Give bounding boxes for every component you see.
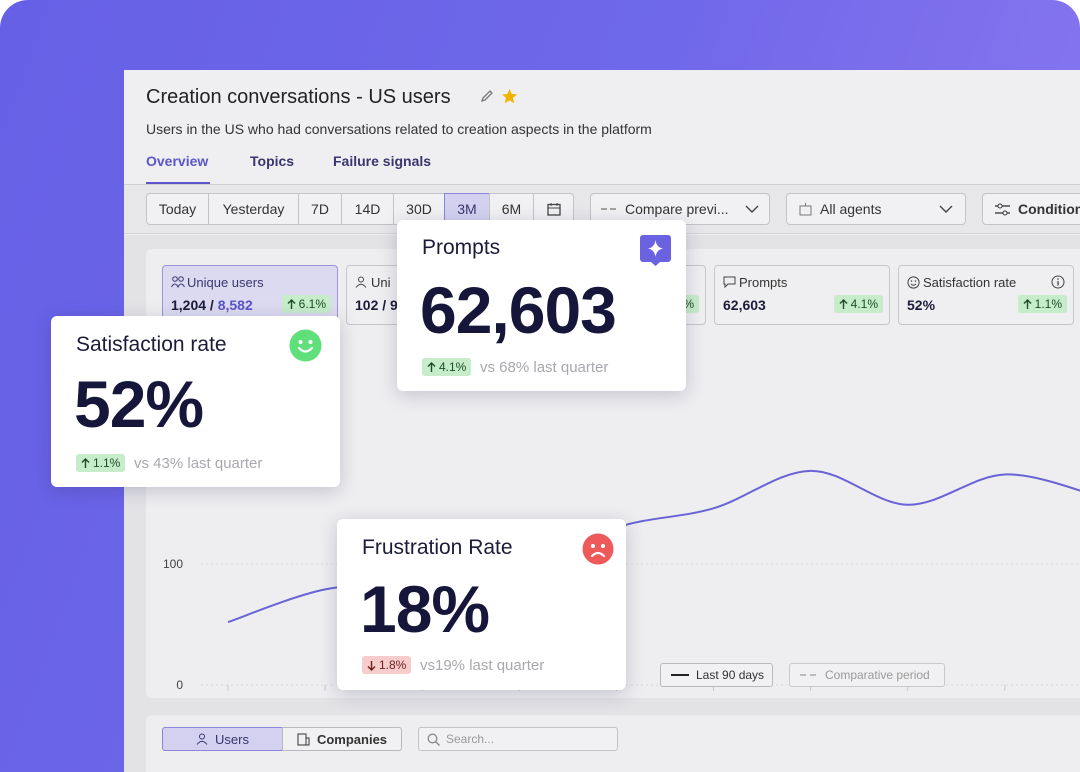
agents-dropdown[interactable]: All agents [786,193,966,225]
segment-button[interactable]: Users [162,727,283,751]
tile-value-number: 1,204 [171,297,207,313]
time-filter[interactable]: 6M [489,193,534,225]
tile-change-value: 6.1% [298,297,326,311]
compare-label: Compare previ... [625,201,729,217]
tile-label: Uni [371,275,391,290]
card-value: 52% [74,367,204,441]
tab[interactable]: Overview [146,153,209,169]
segment-button[interactable]: Companies [282,727,402,751]
time-filter[interactable]: 14D [341,193,394,225]
conditions-button[interactable]: Condition [982,193,1080,225]
tile-change-value: 1.1% [1034,297,1062,311]
legend-label: Comparative period [825,668,930,682]
search-input[interactable]: Search... [418,727,618,751]
tile-value: 1,204 / 8,582 [171,297,253,313]
segment-label: Users [215,731,249,747]
card-title: Satisfaction rate [76,333,227,356]
description: Users in the US who had conversations re… [146,121,652,137]
happy-icon [289,329,322,362]
y-tick-label: 0 [176,678,183,692]
tile-value: 102 / 9 [355,297,398,313]
tile-change-value: % [683,297,694,311]
card-value: 18% [360,572,490,646]
metric-tile[interactable]: Unique users 1,204 / 8,582 6.1% [162,265,338,325]
tile-label: Satisfaction rate [923,275,1017,290]
tile-change: 1.1% [1017,295,1067,315]
agents-label: All agents [820,201,882,217]
time-filter[interactable]: 30D [393,193,445,225]
card-change-value: 1.8% [379,658,407,672]
tile-label: Unique users [187,275,264,290]
time-filter-selected[interactable]: 3M [444,193,490,225]
tile-change: 4.1% [833,295,883,315]
tab[interactable]: Failure signals [333,153,432,169]
prompts-card: Prompts 62,603 4.1% vs 68% last quarter [397,220,686,391]
time-filter[interactable]: 7D [298,193,342,225]
tile-value: 52% [907,297,936,313]
star-icon[interactable] [501,88,518,105]
card-title: Prompts [422,236,501,259]
card-change: 1.1% [76,454,126,474]
card-comparison: vs 68% last quarter [480,359,609,376]
card-change-value: 4.1% [439,360,467,374]
card-change-value: 1.1% [93,456,121,470]
legend-item[interactable]: Last 90 days [660,663,773,687]
title: Creation conversations - US users [146,86,451,108]
tab[interactable]: Topics [250,153,295,169]
satisfaction-card: Satisfaction rate 52% 1.1% vs 43% last q… [51,316,340,487]
conditions-label: Condition [1018,201,1080,217]
segment-label: Companies [316,731,388,747]
tile-change: 6.1% [281,295,331,315]
tile-total: 8,582 [217,297,253,313]
legend-label: Last 90 days [696,668,765,682]
legend-item[interactable]: Comparative period [789,663,945,687]
search-placeholder: Search... [446,732,495,746]
tile-label: Prompts [739,275,788,290]
card-change: 1.8% [362,656,412,676]
card-title: Frustration Rate [362,536,513,559]
card-comparison: vs 43% last quarter [134,455,263,472]
metric-tile[interactable]: Prompts 62,603 4.1% [714,265,890,325]
sparkle-icon [640,235,671,266]
card-change: 4.1% [422,358,472,378]
time-filter[interactable]: Today [146,193,209,225]
time-filter[interactable]: Yesterday [208,193,299,225]
edit-icon[interactable] [479,88,495,104]
calendar-button[interactable] [533,193,574,225]
tab-underline [146,182,210,184]
header [124,70,1080,184]
tile-change-value: 4.1% [850,297,878,311]
card-comparison: vs19% last quarter [420,657,545,674]
frustration-card: Frustration Rate 18% 1.8% vs19% last qua… [337,519,626,690]
metric-tile[interactable]: Satisfaction rate 52% 1.1% [898,265,1074,325]
tile-value: 62,603 [723,297,766,313]
info-icon[interactable] [1051,275,1065,289]
sad-icon [582,533,614,565]
card-value: 62,603 [420,273,617,347]
y-tick-label: 100 [163,557,183,571]
